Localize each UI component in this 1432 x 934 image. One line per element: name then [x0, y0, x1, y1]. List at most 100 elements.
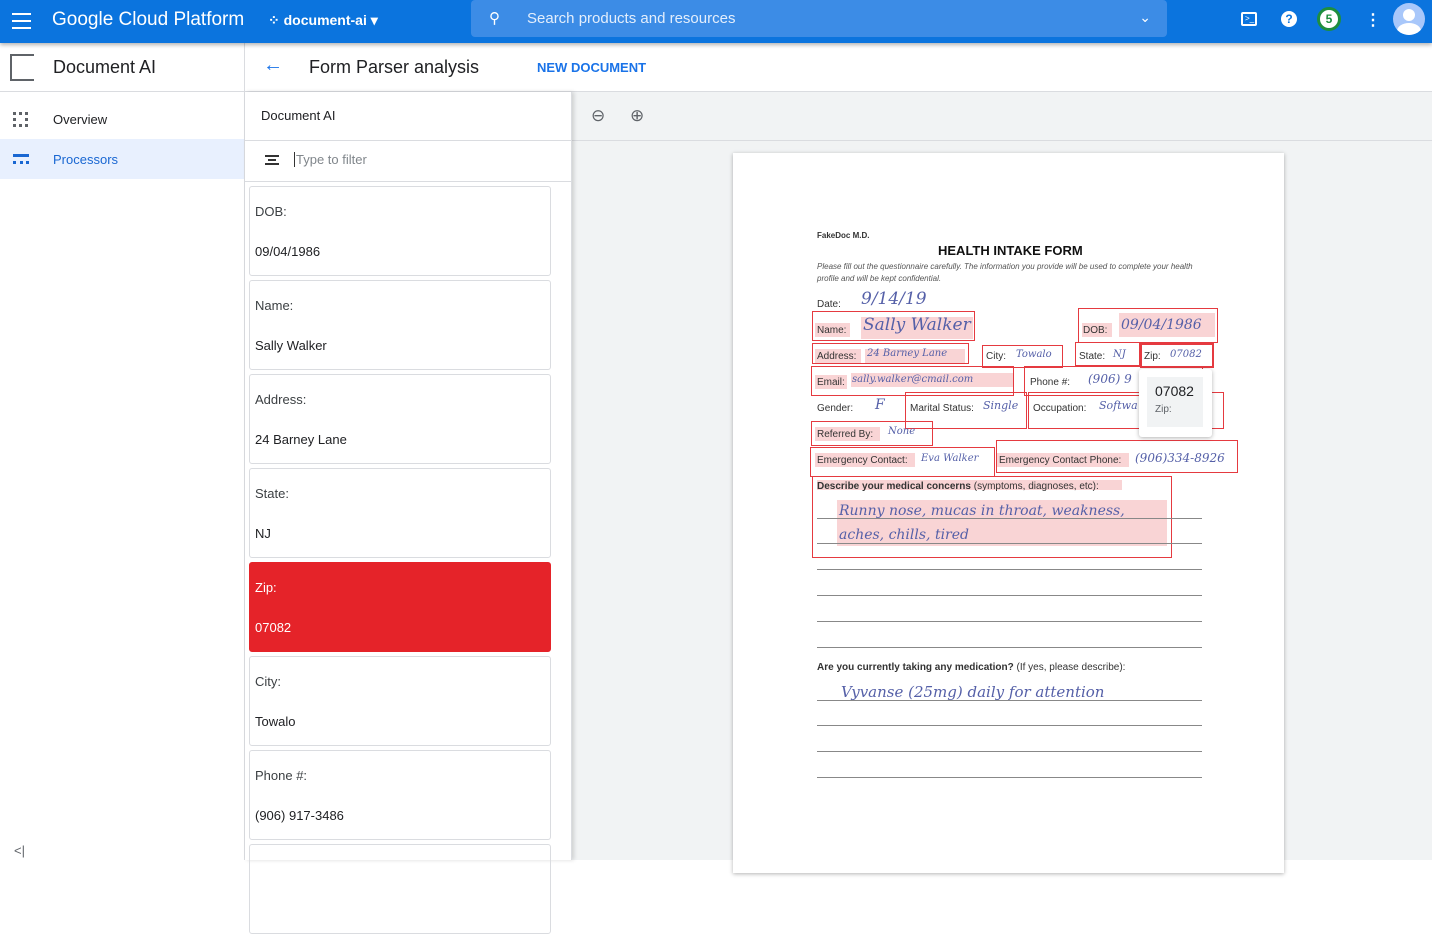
- cloud-shell-icon[interactable]: >_: [1241, 12, 1257, 26]
- gender-label: Gender:: [817, 403, 854, 414]
- panel-title: Document AI: [261, 108, 336, 123]
- sidebar-item-processors[interactable]: Processors: [0, 139, 244, 179]
- occupation-value: Softwa: [1099, 399, 1138, 412]
- tooltip-value: 07082: [1155, 383, 1194, 399]
- zoom-in-icon[interactable]: ⊕: [630, 106, 645, 125]
- marital-label: Marital Status:: [910, 403, 974, 414]
- city-value: Towalo: [1016, 349, 1052, 360]
- field-card-dob[interactable]: DOB: 09/04/1986: [249, 186, 551, 276]
- address-label: Address:: [817, 351, 857, 362]
- email-label: Email:: [817, 377, 845, 388]
- state-label: State:: [1079, 351, 1106, 362]
- help-icon[interactable]: ?: [1281, 11, 1297, 27]
- concerns-line-2: aches, chills, tired: [839, 527, 969, 543]
- referred-value: None: [888, 426, 916, 437]
- date-value: 9/14/19: [861, 289, 927, 309]
- search-placeholder: Search products and resources: [527, 10, 736, 27]
- zoom-out-icon[interactable]: ⊖: [591, 106, 606, 125]
- date-label: Date:: [817, 299, 841, 310]
- field-card-state[interactable]: State: NJ: [249, 468, 551, 558]
- referred-label: Referred By:: [817, 429, 874, 440]
- state-value: NJ: [1113, 349, 1126, 360]
- field-tooltip: 07082 Zip:: [1139, 369, 1212, 437]
- field-key: City:: [255, 674, 281, 689]
- document-viewer: ⊖ ⊕ FakeDoc M.D. HEALTH INTAKE FORM Plea…: [572, 92, 1432, 873]
- field-card-name[interactable]: Name: Sally Walker: [249, 280, 551, 370]
- search-icon: ⚲: [489, 10, 500, 27]
- field-value: Towalo: [255, 714, 296, 729]
- notifications-badge[interactable]: 5: [1317, 7, 1341, 31]
- emergency-phone-label: Emergency Contact Phone:: [999, 455, 1122, 466]
- sidebar: Document AI Overview Processors <|: [0, 43, 245, 860]
- page-header: ← Form Parser analysis NEW DOCUMENT: [245, 43, 1432, 92]
- more-vert-icon[interactable]: ⋮: [1365, 12, 1381, 29]
- new-document-button[interactable]: NEW DOCUMENT: [537, 60, 647, 75]
- menu-icon[interactable]: [12, 13, 31, 29]
- field-card-next[interactable]: [249, 844, 551, 934]
- filter-placeholder: Type to filter: [296, 152, 367, 167]
- name-value: Sally Walker: [863, 315, 971, 335]
- gender-value: F: [875, 397, 885, 413]
- concerns-line-1: Runny nose, mucas in throat, weakness,: [839, 503, 1125, 519]
- medication-value: Vyvanse (25mg) daily for attention: [841, 683, 1105, 701]
- medication-bold: Are you currently taking any medication?: [817, 662, 1014, 673]
- project-icon: ⁘: [268, 12, 284, 28]
- back-arrow-icon[interactable]: ←: [263, 54, 283, 76]
- sidebar-item-label: Processors: [53, 152, 119, 167]
- emergency-value: Eva Walker: [921, 453, 979, 464]
- field-value: 07082: [255, 620, 292, 635]
- document-page: FakeDoc M.D. HEALTH INTAKE FORM Please f…: [733, 153, 1284, 873]
- filter-input[interactable]: Type to filter: [294, 152, 367, 167]
- email-value: sally.walker@cmail.com: [852, 374, 974, 385]
- zip-label: Zip:: [1144, 351, 1161, 362]
- form-title: HEALTH INTAKE FORM: [938, 243, 1083, 258]
- field-key: Address:: [255, 392, 307, 407]
- search-input[interactable]: ⚲ Search products and resources ⌄: [471, 0, 1167, 37]
- brand-logo[interactable]: Google Cloud Platform: [52, 9, 245, 30]
- sidebar-title: Document AI: [53, 57, 157, 77]
- fields-panel: Document AI Type to filter DOB: 09/04/198…: [245, 92, 572, 934]
- project-name: document-ai: [283, 12, 367, 28]
- concerns-bold: Describe your medical concerns: [817, 481, 971, 492]
- field-key: Name:: [255, 298, 294, 313]
- field-key: Zip:: [255, 580, 277, 595]
- emergency-label: Emergency Contact:: [817, 455, 908, 466]
- processors-icon: [13, 154, 29, 164]
- field-value: 24 Barney Lane: [255, 432, 347, 447]
- occupation-label: Occupation:: [1033, 403, 1087, 414]
- field-value: (906) 917-3486: [255, 808, 344, 823]
- collapse-icon[interactable]: <|: [14, 843, 25, 858]
- field-key: Phone #:: [255, 768, 308, 783]
- field-card-address[interactable]: Address: 24 Barney Lane: [249, 374, 551, 464]
- field-value: 09/04/1986: [255, 244, 321, 259]
- chevron-down-icon[interactable]: ⌄: [1139, 9, 1151, 25]
- clinic-name: FakeDoc M.D.: [817, 231, 870, 240]
- medication-label: Are you currently taking any medication?…: [817, 662, 1125, 673]
- dob-label: DOB:: [1083, 325, 1108, 336]
- emergency-phone-value: (906)334-8926: [1135, 451, 1225, 465]
- phone-value: (906) 9: [1088, 372, 1132, 386]
- avatar[interactable]: [1393, 3, 1425, 35]
- field-card-phone[interactable]: Phone #: (906) 917-3486: [249, 750, 551, 840]
- field-value: Sally Walker: [255, 338, 327, 353]
- field-value: NJ: [255, 526, 271, 541]
- field-card-zip[interactable]: Zip: 07082: [249, 562, 551, 652]
- filter-icon[interactable]: [265, 155, 279, 165]
- chevron-down-icon: ▾: [366, 12, 378, 28]
- project-selector[interactable]: ⁘ document-ai ▾: [268, 12, 378, 29]
- phone-label: Phone #:: [1030, 377, 1071, 388]
- zip-value: 07082: [1170, 349, 1202, 360]
- sidebar-item-label: Overview: [53, 112, 108, 127]
- address-value: 24 Barney Lane: [867, 348, 948, 359]
- tooltip-key: Zip:: [1155, 404, 1172, 415]
- city-label: City:: [986, 351, 1006, 362]
- top-bar: Google Cloud Platform ⁘ document-ai ▾ ⚲ …: [0, 0, 1432, 43]
- concerns-label: Describe your medical concerns (symptoms…: [817, 481, 1099, 492]
- concerns-rest: (symptoms, diagnoses, etc):: [970, 481, 1099, 492]
- marital-value: Single: [983, 399, 1019, 412]
- field-card-city[interactable]: City: Towalo: [249, 656, 551, 746]
- medication-rest: (If yes, please describe):: [1013, 662, 1126, 673]
- dashboard-icon: [13, 112, 28, 127]
- sidebar-item-overview[interactable]: Overview: [0, 99, 244, 139]
- name-label: Name:: [817, 325, 847, 336]
